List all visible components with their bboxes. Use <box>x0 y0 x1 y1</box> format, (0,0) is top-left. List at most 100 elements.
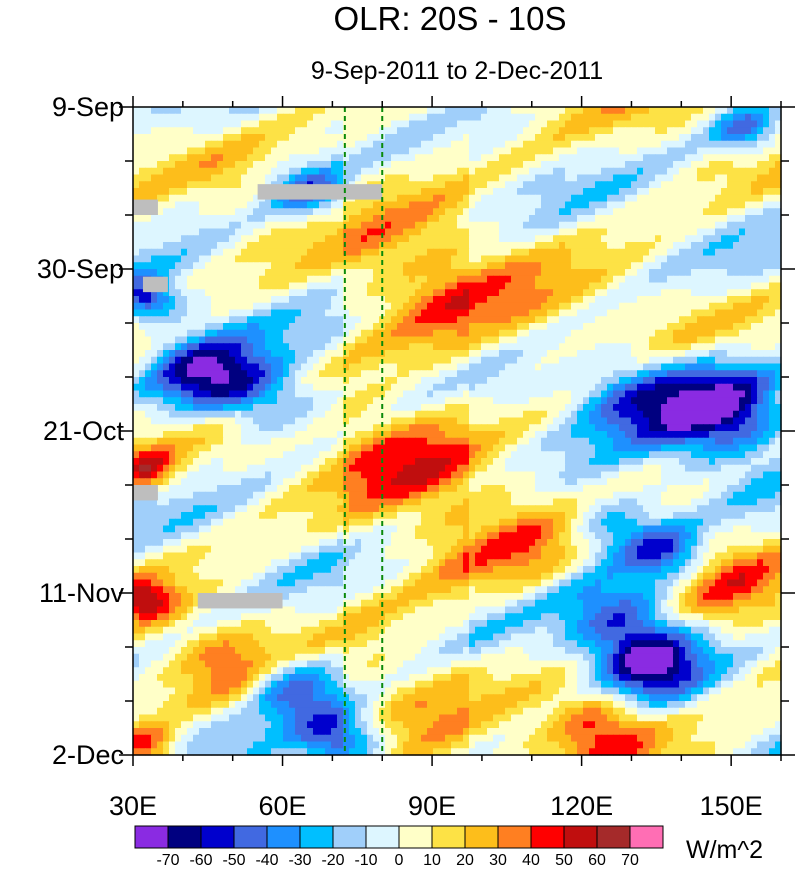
field-cell <box>181 235 188 243</box>
field-cell <box>667 107 674 115</box>
field-cell <box>559 194 566 203</box>
field-cell <box>457 282 464 290</box>
field-cell <box>331 410 338 419</box>
field-cell <box>745 140 752 149</box>
field-cell <box>679 215 686 223</box>
field-cell <box>595 289 602 297</box>
field-cell <box>541 120 548 128</box>
field-cell <box>415 221 422 230</box>
field-cell <box>295 302 302 311</box>
field-cell <box>235 181 242 189</box>
field-cell <box>631 235 638 243</box>
field-cell <box>571 302 578 311</box>
field-cell <box>421 221 428 230</box>
field-cell <box>145 154 152 162</box>
field-cell <box>751 289 758 297</box>
field-cell <box>253 215 260 223</box>
field-cell <box>613 221 620 230</box>
field-cell <box>355 309 362 317</box>
field-cell <box>181 208 188 216</box>
field-cell <box>433 302 440 311</box>
field-cell <box>769 215 776 223</box>
field-cell <box>385 377 392 385</box>
field-cell <box>397 255 404 263</box>
field-cell <box>589 302 596 311</box>
field-cell <box>181 242 188 250</box>
field-cell <box>655 215 662 223</box>
field-cell <box>697 404 704 412</box>
field-cell <box>577 410 584 419</box>
field-cell <box>679 336 686 344</box>
field-cell <box>745 154 752 162</box>
field-cell <box>319 302 326 311</box>
field-cell <box>187 194 194 203</box>
field-cell <box>667 221 674 230</box>
field-cell <box>295 113 302 122</box>
field-cell <box>361 255 368 263</box>
field-cell <box>601 188 608 196</box>
field-cell <box>157 161 164 169</box>
field-cell <box>175 404 182 412</box>
field-cell <box>151 262 158 270</box>
field-cell <box>607 228 614 236</box>
field-cell <box>637 215 644 223</box>
field-cell <box>313 120 320 128</box>
field-cell <box>661 154 668 162</box>
field-cell <box>751 154 758 162</box>
field-cell <box>559 215 566 223</box>
field-cell <box>265 275 272 284</box>
field-cell <box>745 262 752 270</box>
field-cell <box>745 134 752 142</box>
field-cell <box>301 221 308 230</box>
field-cell <box>715 370 722 378</box>
field-cell <box>697 350 704 358</box>
field-cell <box>505 248 512 257</box>
field-cell <box>391 255 398 263</box>
field-cell <box>667 167 674 176</box>
field-cell <box>289 201 296 209</box>
field-cell <box>337 316 344 324</box>
field-cell <box>553 356 560 365</box>
field-cell <box>199 134 206 142</box>
field-cell <box>451 154 458 162</box>
field-cell <box>277 397 284 405</box>
field-cell <box>511 404 518 412</box>
field-cell <box>301 140 308 149</box>
field-cell <box>763 181 770 189</box>
field-cell <box>421 296 428 304</box>
field-cell <box>337 208 344 216</box>
field-cell <box>475 262 482 270</box>
field-cell <box>181 329 188 338</box>
field-cell <box>259 316 266 324</box>
field-cell <box>169 363 176 371</box>
field-cell <box>343 262 350 270</box>
field-cell <box>385 215 392 223</box>
field-cell <box>391 134 398 142</box>
field-cell <box>535 140 542 149</box>
field-cell <box>583 316 590 324</box>
field-cell <box>169 120 176 128</box>
field-cell <box>331 397 338 405</box>
field-cell <box>247 167 254 176</box>
field-cell <box>169 255 176 263</box>
field-cell <box>667 215 674 223</box>
field-cell <box>211 377 218 385</box>
field-cell <box>469 167 476 176</box>
field-cell <box>175 309 182 317</box>
field-cell <box>385 356 392 365</box>
field-cell <box>379 262 386 270</box>
field-cell <box>181 255 188 263</box>
field-cell <box>325 377 332 385</box>
field-cell <box>553 134 560 142</box>
field-cell <box>361 235 368 243</box>
field-cell <box>301 107 308 115</box>
field-cell <box>511 262 518 270</box>
field-cell <box>553 107 560 115</box>
field-cell <box>223 417 230 425</box>
field-cell <box>301 316 308 324</box>
field-cell <box>673 113 680 122</box>
field-cell <box>361 167 368 176</box>
field-cell <box>451 140 458 149</box>
field-cell <box>715 363 722 371</box>
field-cell <box>487 235 494 243</box>
